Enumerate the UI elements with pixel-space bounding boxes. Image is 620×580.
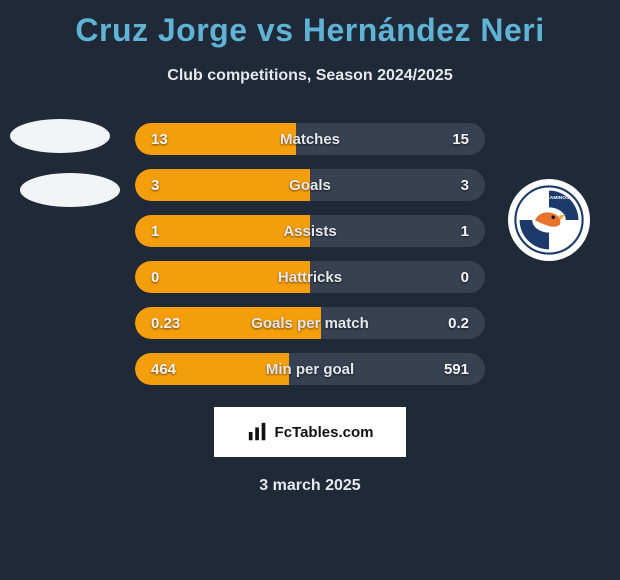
- stat-label: Goals: [135, 177, 485, 194]
- subtitle: Club competitions, Season 2024/2025: [0, 67, 620, 85]
- stat-label: Assists: [135, 223, 485, 240]
- fctables-label: FcTables.com: [275, 424, 374, 441]
- stat-label: Matches: [135, 131, 485, 148]
- team-logo-right: CORRECAMINOS: [508, 179, 590, 261]
- stat-content: 464Min per goal591: [135, 353, 485, 385]
- stat-row: 1Assists1: [135, 215, 485, 247]
- stat-row: 464Min per goal591: [135, 353, 485, 385]
- fctables-badge[interactable]: FcTables.com: [214, 407, 406, 457]
- stat-row: 3Goals3: [135, 169, 485, 201]
- player-left-placeholder-2: [20, 173, 120, 207]
- svg-text:CORRECAMINOS: CORRECAMINOS: [529, 195, 570, 201]
- stat-row: 0Hattricks0: [135, 261, 485, 293]
- stats-container: 13Matches15 3Goals3 1Assists1 0Hattricks0 0.…: [135, 123, 485, 385]
- stat-content: 13Matches15: [135, 123, 485, 155]
- page-title: Cruz Jorge vs Hernández Neri: [0, 0, 620, 49]
- stat-label: Min per goal: [135, 361, 485, 378]
- stat-content: 0.23Goals per match0.2: [135, 307, 485, 339]
- stat-content: 1Assists1: [135, 215, 485, 247]
- stat-row: 13Matches15: [135, 123, 485, 155]
- bar-chart-icon: [247, 421, 269, 443]
- stat-label: Goals per match: [135, 315, 485, 332]
- stat-content: 0Hattricks0: [135, 261, 485, 293]
- stat-row: 0.23Goals per match0.2: [135, 307, 485, 339]
- stat-content: 3Goals3: [135, 169, 485, 201]
- date-label: 3 march 2025: [0, 477, 620, 495]
- stat-label: Hattricks: [135, 269, 485, 286]
- correcaminos-logo-icon: CORRECAMINOS: [514, 185, 584, 255]
- player-left-placeholder-1: [10, 119, 110, 153]
